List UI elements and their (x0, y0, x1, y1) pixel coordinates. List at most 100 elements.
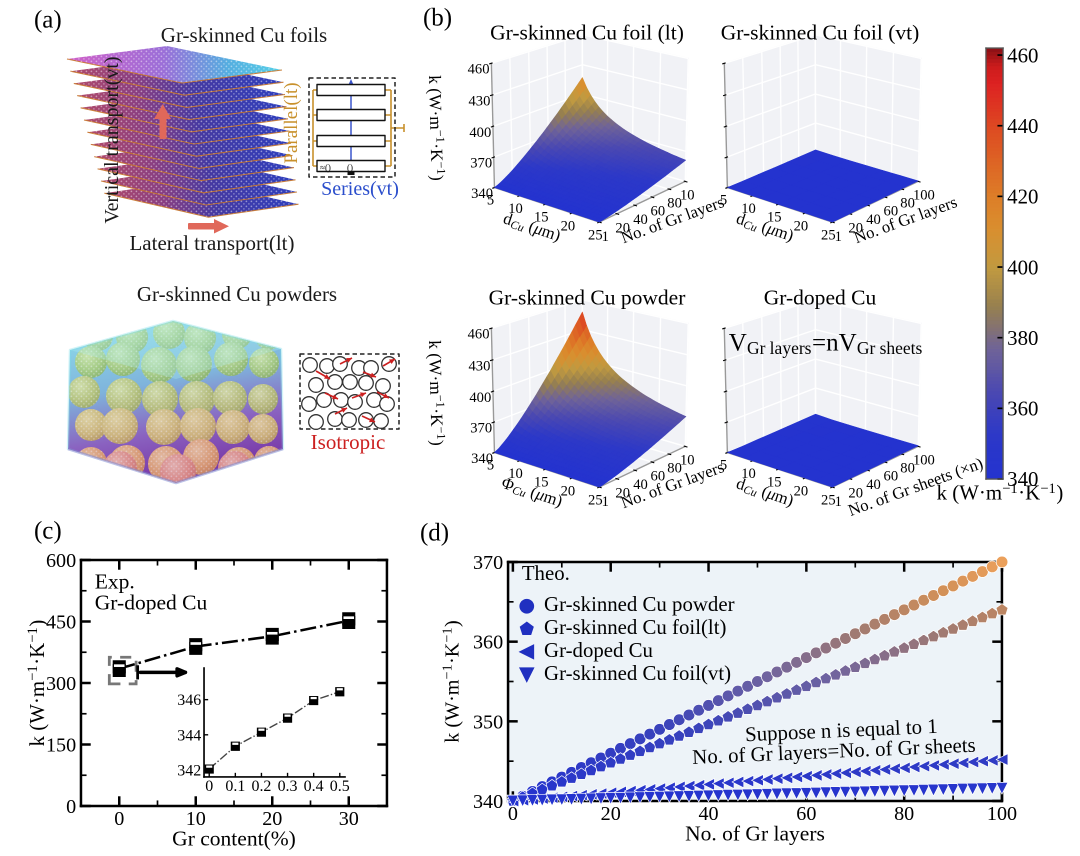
svg-text:40: 40 (866, 212, 881, 228)
svg-text:5: 5 (487, 457, 494, 473)
svg-text:0.3: 0.3 (278, 778, 298, 795)
svg-text:Gr-skinned Cu powder: Gr-skinned Cu powder (489, 285, 686, 309)
svg-text:60: 60 (796, 803, 816, 825)
svg-text:600: 600 (46, 550, 76, 572)
svg-text:40: 40 (633, 477, 648, 493)
svg-text:40: 40 (866, 477, 881, 493)
svg-text:346: 346 (177, 692, 201, 709)
svg-text:Gr-skinned Cu foil (lt): Gr-skinned Cu foil (lt) (490, 20, 684, 44)
svg-text:25: 25 (821, 227, 836, 243)
svg-text:d ( m: d ( m ) C u μ (733, 204, 803, 250)
svg-text:(d): (d) (420, 519, 449, 546)
svg-text:0: 0 (66, 796, 76, 818)
svg-text:380: 380 (1007, 326, 1038, 350)
svg-text:20: 20 (615, 486, 630, 502)
svg-text:400: 400 (469, 390, 491, 406)
svg-text:k ( W: k ( W · m · K ) − 1 − 1 (17, 614, 49, 746)
svg-text:Gr-skinned Cu powders: Gr-skinned Cu powders (137, 282, 337, 306)
svg-text:15: 15 (767, 209, 782, 225)
svg-text:V = n V: V = n V G r l a y e r s G r s h e e t s (729, 329, 923, 358)
svg-text:20: 20 (262, 808, 282, 830)
svg-text:0: 0 (114, 808, 124, 830)
svg-text:340: 340 (471, 451, 493, 467)
svg-text:430: 430 (469, 359, 491, 375)
svg-text:150: 150 (46, 734, 76, 756)
svg-text:0: 0 (508, 803, 518, 825)
svg-text:Gr content(%): Gr content(%) (172, 826, 296, 850)
svg-text:0.5: 0.5 (330, 778, 350, 795)
svg-text:Gr-doped Cu: Gr-doped Cu (544, 638, 653, 662)
svg-text:Φ ( m: Φ ( m ) C u μ (498, 468, 572, 515)
svg-text:k ( W ·: k ( W · m · K ) − 1 − 1 (937, 473, 1069, 505)
svg-text:Gr-doped Cu: Gr-doped Cu (95, 590, 208, 614)
svg-text:(c): (c) (34, 517, 62, 544)
svg-text:370: 370 (473, 552, 503, 574)
svg-text:1: 1 (602, 229, 609, 245)
svg-text:20: 20 (848, 486, 863, 502)
svg-text:10: 10 (508, 201, 523, 217)
svg-text:40: 40 (698, 803, 718, 825)
svg-text:80: 80 (667, 195, 682, 211)
svg-text:400: 400 (469, 125, 491, 141)
svg-text:400: 400 (1007, 255, 1038, 279)
svg-text:40: 40 (633, 212, 648, 228)
svg-text:370: 370 (470, 156, 492, 172)
svg-text:340: 340 (473, 791, 503, 813)
svg-text:(): () (347, 163, 353, 173)
svg-text:0.1: 0.1 (225, 778, 245, 795)
svg-text:80: 80 (894, 803, 914, 825)
svg-text:25: 25 (588, 227, 603, 243)
svg-text:360: 360 (473, 632, 503, 654)
svg-text:d ( m: d ( m ) C u μ (500, 204, 570, 250)
svg-text:Gr-skinned Cu foils: Gr-skinned Cu foils (161, 23, 327, 47)
svg-text:k ( W: k ( W · m · K ) − 1 − 1 (432, 615, 464, 743)
svg-text:d ( m: d ( m ) C u μ (733, 469, 803, 515)
svg-text:360: 360 (1007, 397, 1038, 421)
svg-text:Gr-skinned Cu foil (vt): Gr-skinned Cu foil (vt) (721, 20, 920, 44)
svg-text:100: 100 (913, 188, 935, 204)
svg-text:Isotropic: Isotropic (311, 430, 386, 454)
svg-text:0: 0 (205, 778, 213, 795)
svg-text:10: 10 (741, 201, 756, 217)
svg-text:Gr-skinned Cu powder: Gr-skinned Cu powder (544, 592, 735, 616)
svg-text:Gr-skinned Cu foil(vt): Gr-skinned Cu foil(vt) (544, 661, 731, 685)
svg-text:0.4: 0.4 (304, 778, 324, 795)
svg-text:Gr-skinned Cu foil(lt): Gr-skinned Cu foil(lt) (544, 615, 726, 639)
svg-text:430: 430 (469, 94, 491, 110)
svg-text:80: 80 (900, 460, 915, 476)
svg-text:344: 344 (177, 727, 201, 744)
svg-text:340: 340 (471, 186, 493, 202)
svg-text:370: 370 (470, 421, 492, 437)
svg-text:15: 15 (534, 474, 549, 490)
svg-text:≈(): ≈() (320, 163, 331, 173)
svg-text:Theo.: Theo. (522, 561, 570, 585)
svg-text:80: 80 (667, 460, 682, 476)
svg-text:25: 25 (821, 492, 836, 508)
svg-text:100: 100 (913, 453, 935, 469)
svg-text:20: 20 (561, 218, 576, 234)
svg-text:460: 460 (468, 62, 490, 78)
svg-text:420: 420 (1007, 185, 1038, 209)
svg-text:Exp.: Exp. (95, 569, 135, 593)
svg-text:350: 350 (473, 711, 503, 733)
svg-text:20: 20 (848, 221, 863, 237)
svg-text:20: 20 (794, 483, 809, 499)
svg-text:100: 100 (987, 803, 1017, 825)
svg-text:60: 60 (651, 204, 666, 220)
svg-text:20: 20 (615, 221, 630, 237)
svg-text:5: 5 (720, 192, 727, 208)
svg-text:(a): (a) (34, 6, 62, 33)
svg-text:Vertical transport(vt): Vertical transport(vt) (101, 56, 123, 223)
svg-text:300: 300 (46, 673, 76, 695)
svg-text:1: 1 (835, 229, 842, 245)
svg-text:No. of Gr layers: No. of Gr layers (685, 822, 825, 846)
svg-text:60: 60 (884, 204, 899, 220)
svg-text:30: 30 (339, 808, 359, 830)
svg-text:0.2: 0.2 (251, 778, 271, 795)
svg-text:Series(vt): Series(vt) (321, 178, 399, 200)
svg-text:60: 60 (651, 469, 666, 485)
svg-text:k ( W: k ( W · m · K ) − 1 − 1 (424, 75, 458, 187)
svg-text:15: 15 (534, 209, 549, 225)
svg-text:80: 80 (900, 195, 915, 211)
svg-text:342: 342 (177, 763, 201, 780)
